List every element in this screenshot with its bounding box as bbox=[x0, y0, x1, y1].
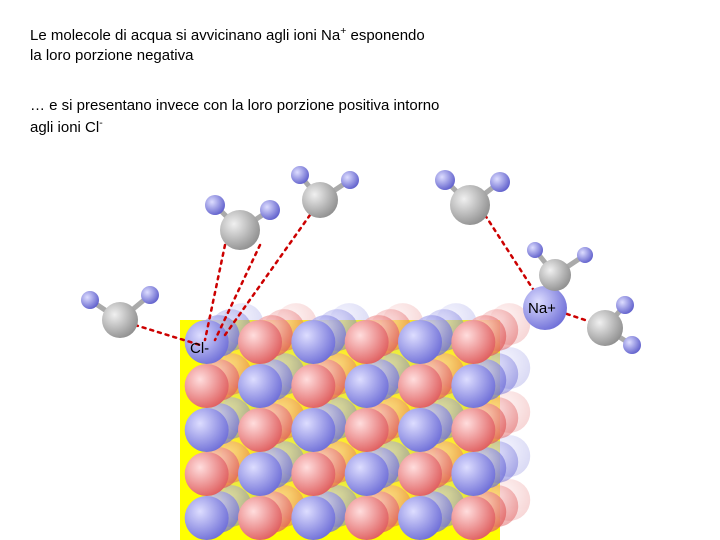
crystal-lattice bbox=[180, 303, 530, 540]
na-label: Na+ bbox=[528, 300, 556, 317]
solvation-diagram bbox=[0, 0, 720, 540]
cl-label: Cl- bbox=[190, 340, 209, 357]
